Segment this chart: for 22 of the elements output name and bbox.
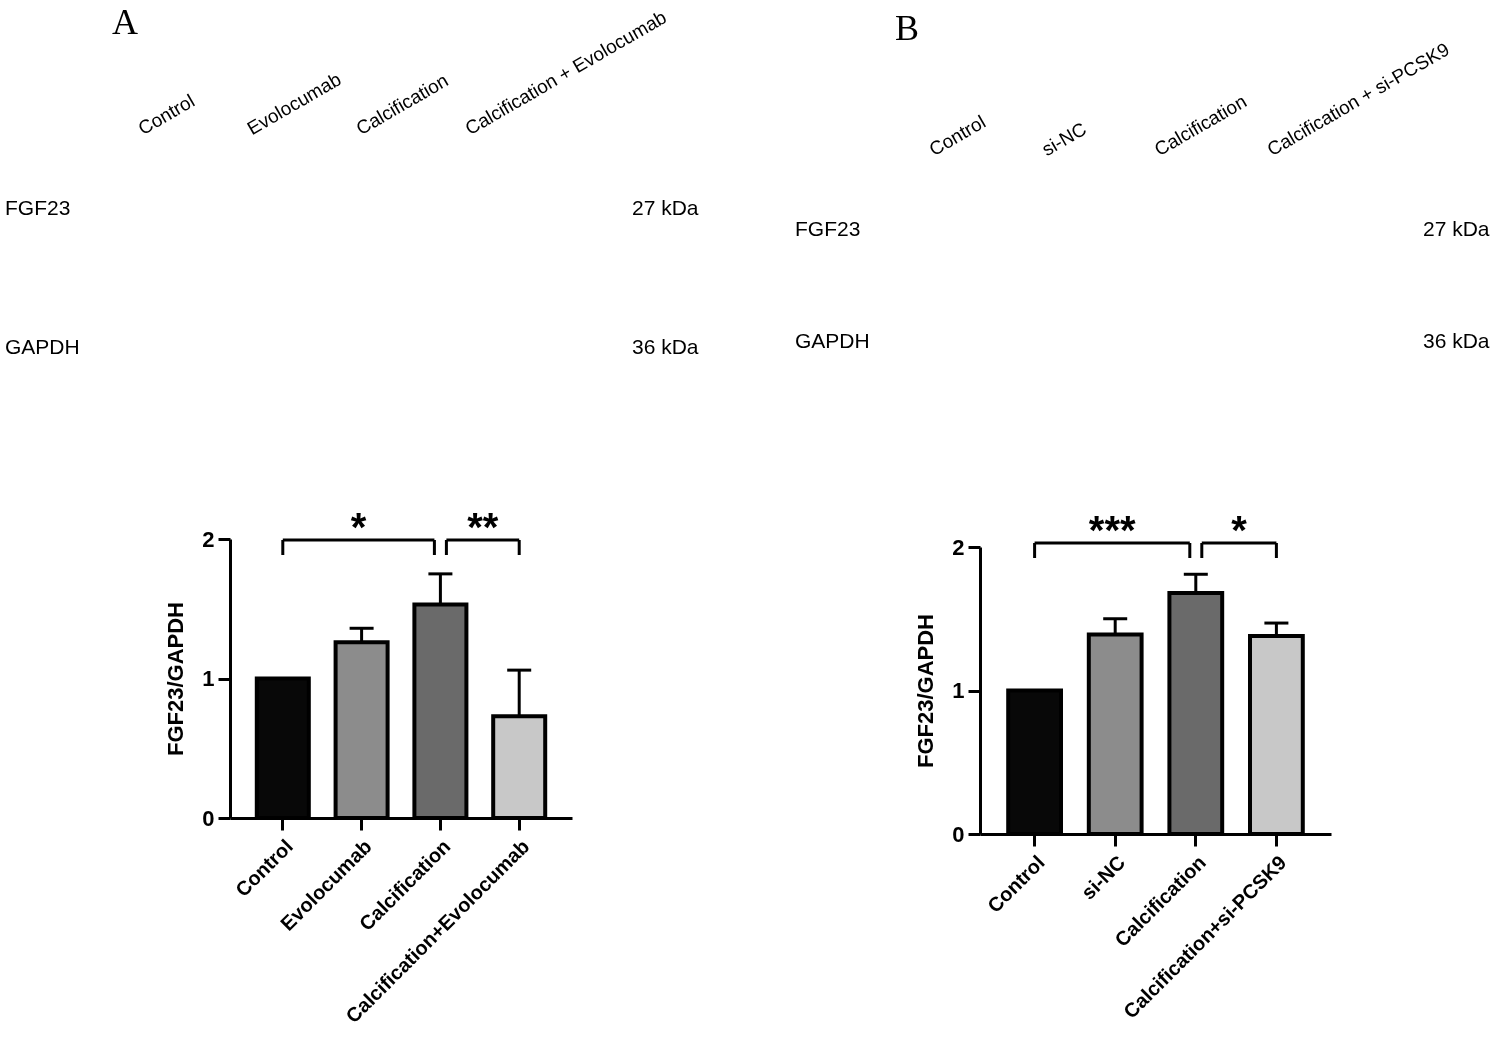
y-axis-title: FGF23/GAPDH (163, 601, 189, 757)
annotation: ** (467, 505, 499, 549)
category-label: 36 kDa (632, 335, 699, 358)
category-label: 36 kDa (1423, 329, 1490, 352)
y-tick-label: 2 (952, 534, 965, 560)
category-label: FGF23 (5, 196, 71, 219)
category-label: 27 kDa (1423, 217, 1490, 240)
y-tick-label: 2 (202, 526, 215, 552)
text: B (895, 8, 920, 49)
text: A (112, 2, 138, 43)
y-axis-title: FGF23/GAPDH (913, 613, 939, 769)
annotation: * (350, 505, 367, 549)
category-label: GAPDH (795, 329, 870, 352)
y-tick-label: 1 (952, 678, 965, 703)
y-tick-label: 0 (202, 805, 215, 831)
annotation: *** (1088, 508, 1136, 552)
category-label: GAPDH (5, 335, 80, 358)
category-label: FGF23 (795, 217, 861, 240)
y-tick-label: 1 (202, 666, 215, 691)
y-tick-label: 0 (952, 821, 965, 847)
category-label: 27 kDa (632, 196, 699, 219)
annotation: * (1231, 508, 1248, 552)
